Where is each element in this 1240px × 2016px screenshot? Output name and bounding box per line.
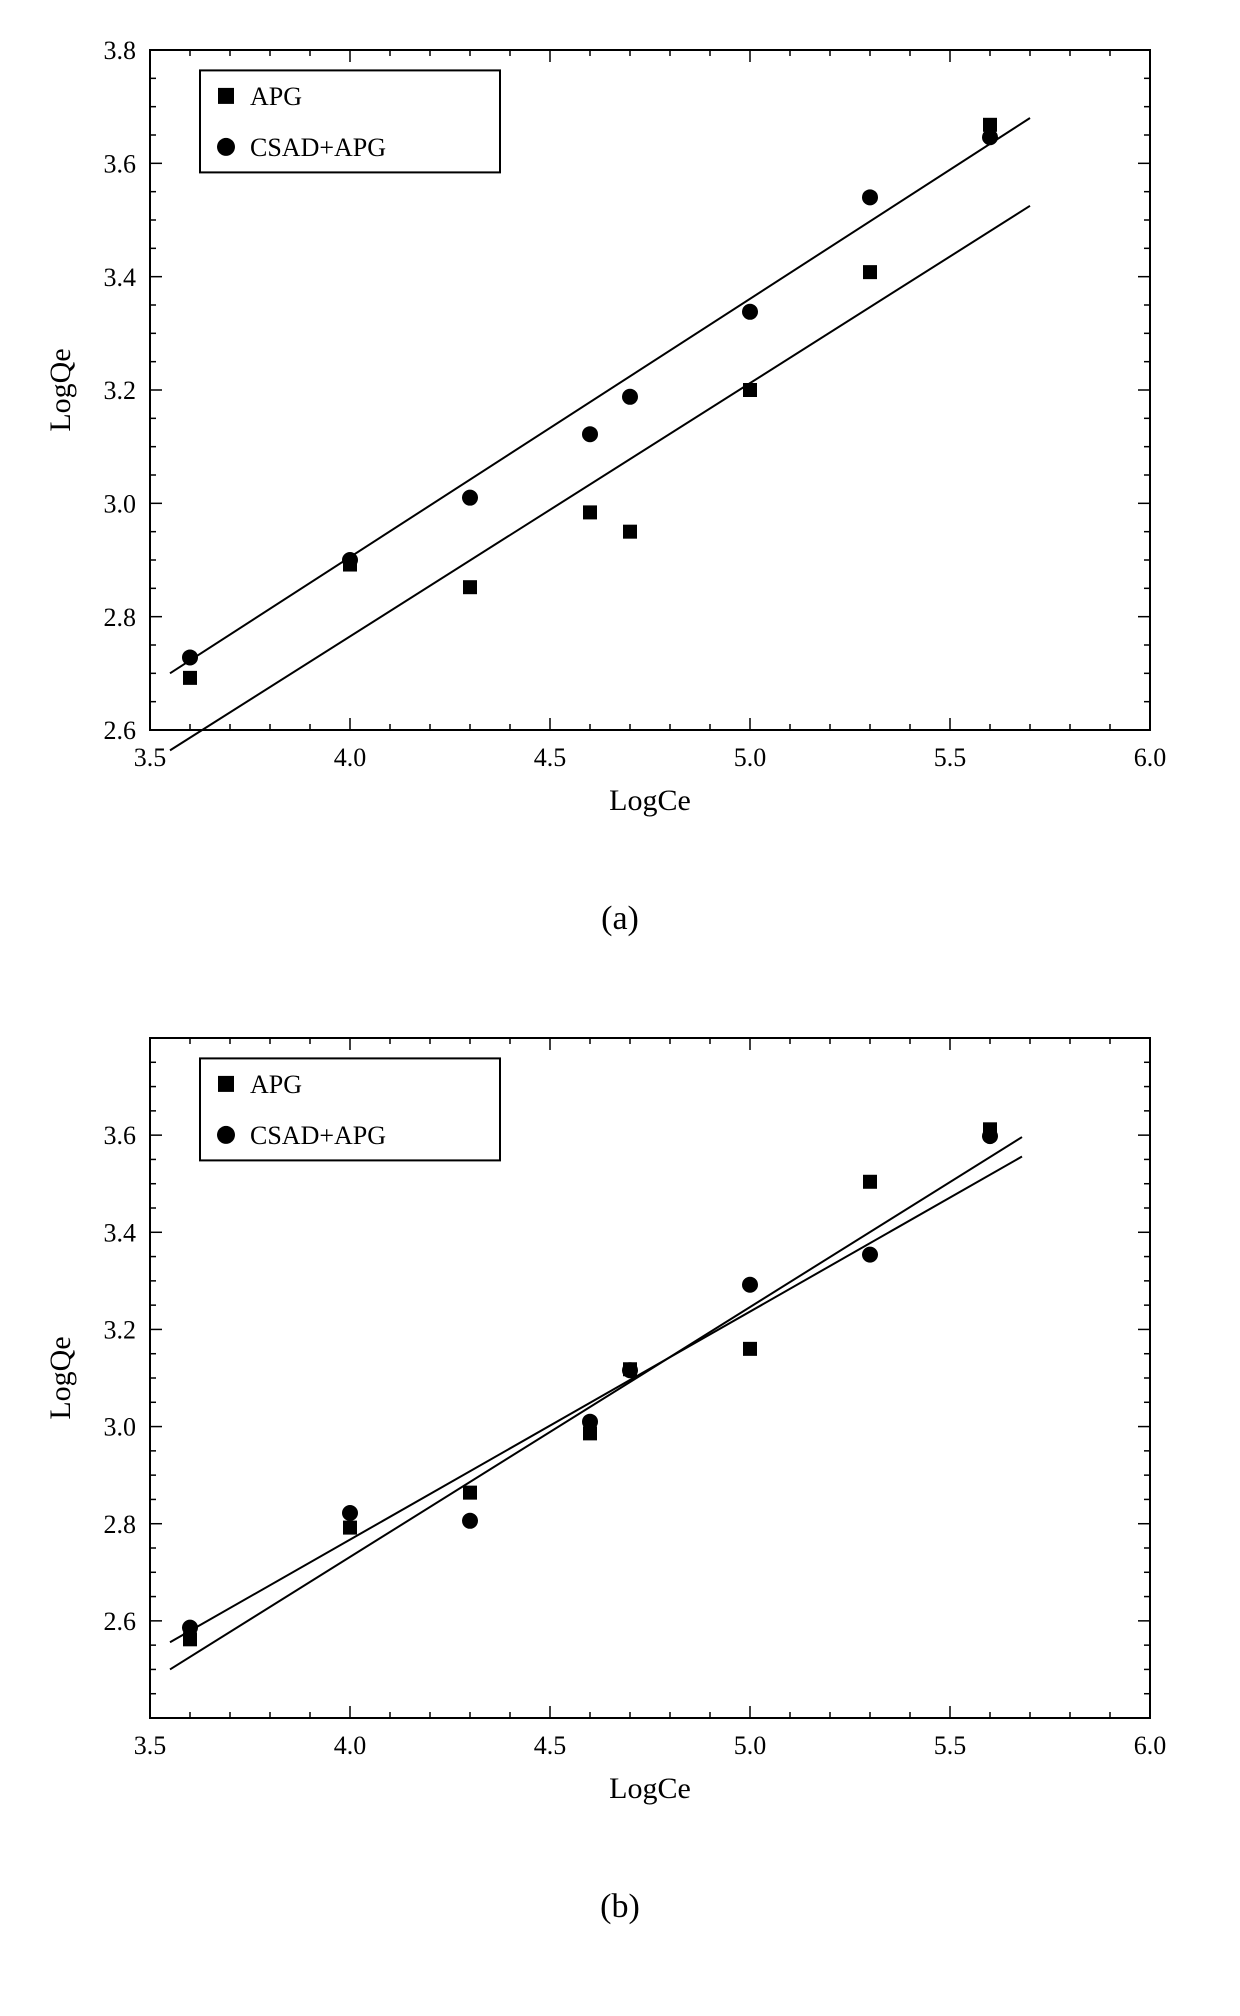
svg-text:4.0: 4.0: [334, 743, 367, 772]
svg-text:3.5: 3.5: [134, 1731, 167, 1760]
panel-a-wrap: 3.5 4.0 4.5 5.0 5.5 6.0 2.6 2.8 3.0 3.2 3.4 3.6 3.8 L…: [20, 20, 1220, 938]
svg-text:5.5: 5.5: [934, 743, 967, 772]
svg-text:LogCe: LogCe: [609, 1772, 691, 1805]
svg-text:6.0: 6.0: [1134, 1731, 1167, 1760]
svg-text:5.0: 5.0: [734, 1731, 767, 1760]
svg-text:2.6: 2.6: [104, 716, 137, 745]
svg-text:2.8: 2.8: [104, 1510, 137, 1539]
svg-text:2.8: 2.8: [104, 603, 137, 632]
svg-text:3.5: 3.5: [134, 743, 167, 772]
svg-text:4.5: 4.5: [534, 743, 567, 772]
svg-text:3.4: 3.4: [104, 1218, 137, 1247]
svg-text:CSAD+APG: CSAD+APG: [250, 1121, 386, 1150]
svg-text:LogCe: LogCe: [609, 784, 691, 817]
chart-panel-b: 3.5 4.0 4.5 5.0 5.5 6.0 2.6 2.8 3.0 3.2 3.4 3.6 LogC…: [20, 1008, 1180, 1858]
svg-text:3.4: 3.4: [104, 263, 137, 292]
caption-b: (b): [20, 1888, 1220, 1926]
svg-text:5.0: 5.0: [734, 743, 767, 772]
svg-text:LogQe: LogQe: [44, 348, 77, 431]
svg-text:6.0: 6.0: [1134, 743, 1167, 772]
svg-text:3.2: 3.2: [104, 376, 137, 405]
svg-text:3.8: 3.8: [104, 36, 137, 65]
svg-text:APG: APG: [250, 82, 302, 111]
svg-text:3.2: 3.2: [104, 1316, 137, 1345]
svg-text:APG: APG: [250, 1070, 302, 1099]
svg-text:2.6: 2.6: [104, 1607, 137, 1636]
svg-text:CSAD+APG: CSAD+APG: [250, 133, 386, 162]
svg-text:4.5: 4.5: [534, 1731, 567, 1760]
chart-panel-a: 3.5 4.0 4.5 5.0 5.5 6.0 2.6 2.8 3.0 3.2 3.4 3.6 3.8 L…: [20, 20, 1180, 870]
svg-text:LogQe: LogQe: [44, 1336, 77, 1419]
svg-text:3.0: 3.0: [104, 1413, 137, 1442]
figure-container: 3.5 4.0 4.5 5.0 5.5 6.0 2.6 2.8 3.0 3.2 3.4 3.6 3.8 L…: [20, 20, 1220, 1926]
svg-text:3.6: 3.6: [104, 1121, 137, 1150]
svg-text:3.0: 3.0: [104, 489, 137, 518]
svg-text:5.5: 5.5: [934, 1731, 967, 1760]
panel-b-wrap: 3.5 4.0 4.5 5.0 5.5 6.0 2.6 2.8 3.0 3.2 3.4 3.6 LogC…: [20, 1008, 1220, 1926]
svg-text:4.0: 4.0: [334, 1731, 367, 1760]
caption-a: (a): [20, 900, 1220, 938]
svg-text:3.6: 3.6: [104, 149, 137, 178]
